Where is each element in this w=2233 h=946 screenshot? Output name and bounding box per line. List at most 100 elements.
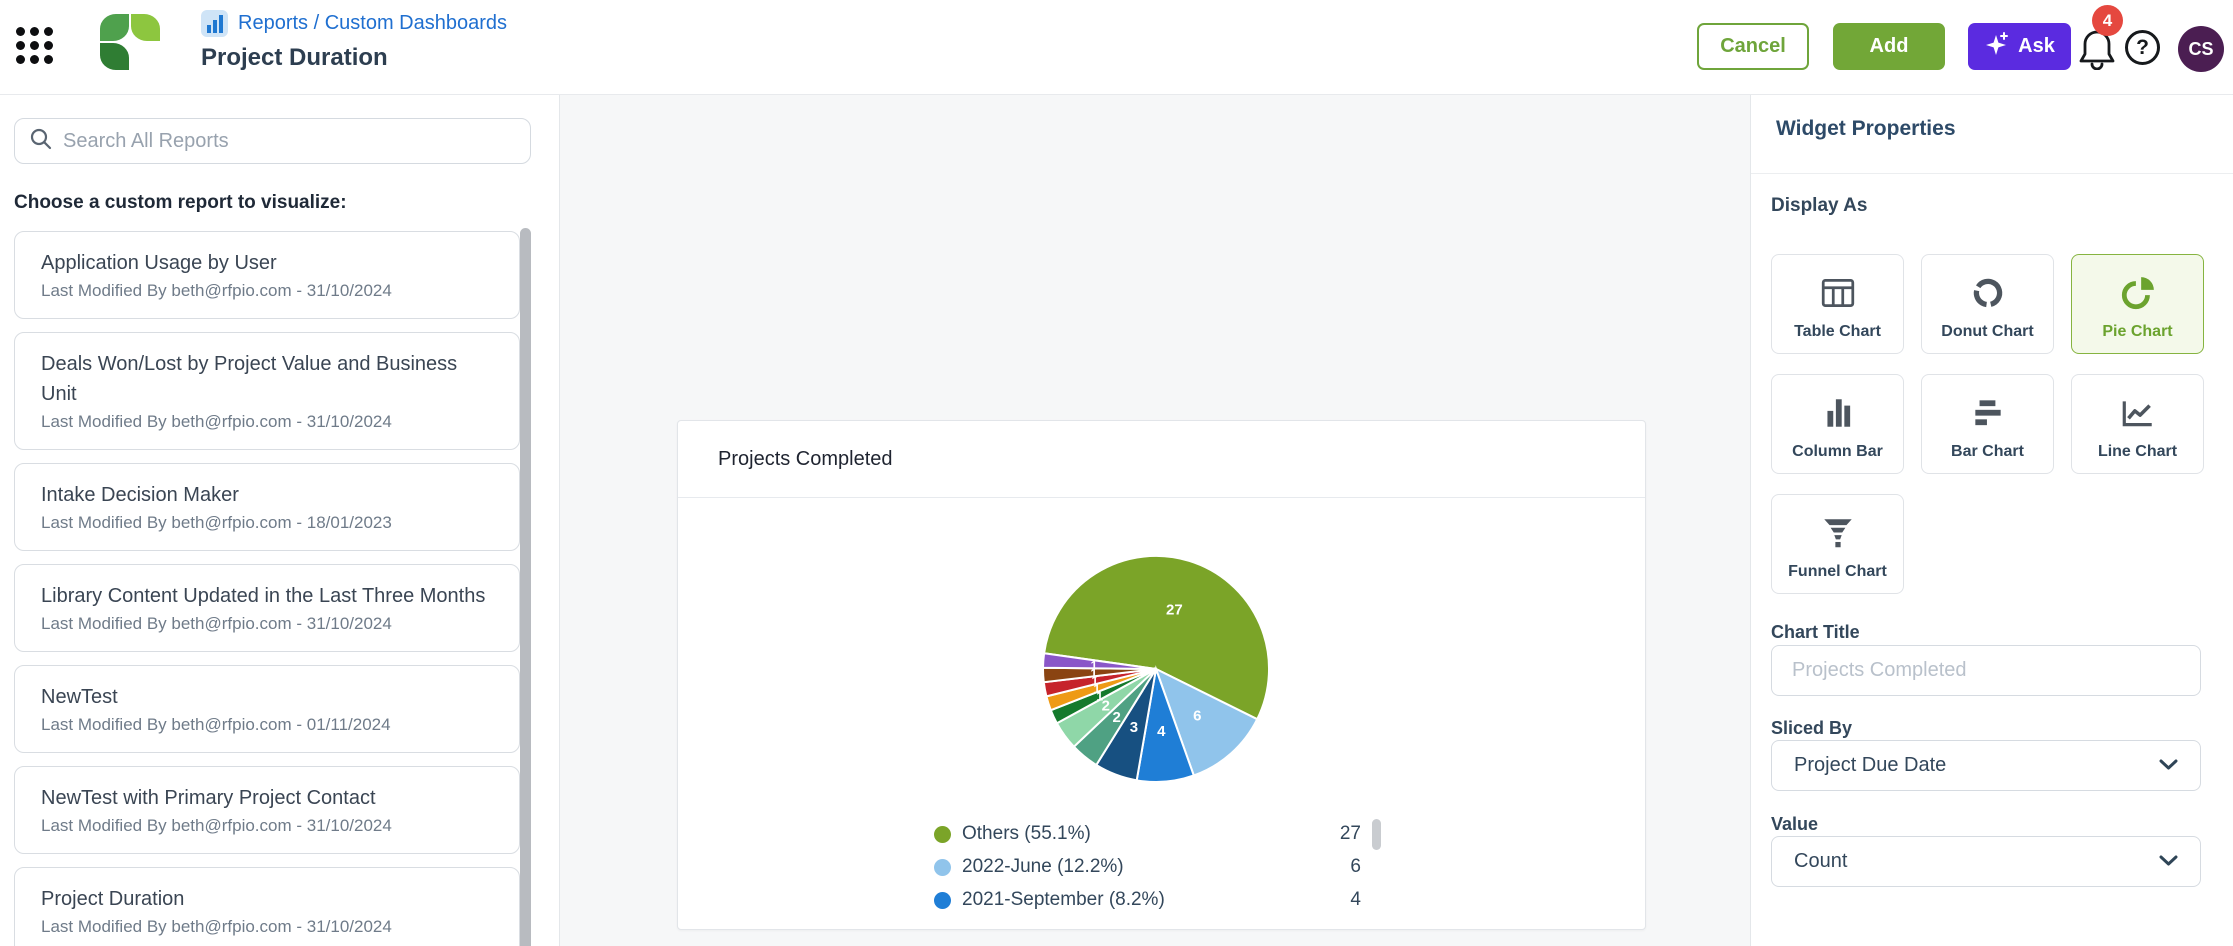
legend-value: 27 — [1339, 823, 1361, 844]
report-card[interactable]: Application Usage by User Last Modified … — [14, 231, 520, 319]
value-select[interactable]: Count — [1771, 836, 2201, 887]
report-modified: Last Modified By beth@rfpio.com - 31/10/… — [41, 917, 392, 936]
chart-type-label: Line Chart — [2097, 443, 2178, 460]
chart-widget-card: Projects Completed 27 6 4 3 2 2 1 1 1 1 1 Others (… — [677, 420, 1646, 930]
report-card[interactable]: Library Content Updated in the Last Thre… — [14, 564, 520, 652]
sliced-by-value: Project Due Date — [1794, 754, 1947, 776]
chart-type-label: Table Chart — [1794, 323, 1881, 340]
report-title: Intake Decision Maker — [41, 484, 239, 506]
cancel-button[interactable]: Cancel — [1697, 23, 1809, 70]
svg-text:1: 1 — [1091, 666, 1098, 680]
widget-properties-panel: Widget Properties Display As Table Chart — [1750, 95, 2233, 946]
report-modified: Last Modified By beth@rfpio.com - 31/10/… — [41, 614, 392, 633]
report-modified: Last Modified By beth@rfpio.com - 01/11/… — [41, 715, 391, 734]
chevron-down-icon — [2159, 850, 2178, 873]
add-button[interactable]: Add — [1833, 23, 1945, 70]
legend-dot — [934, 825, 951, 843]
display-as-label: Display As — [1771, 195, 1868, 216]
chart-type-pie[interactable]: Pie Chart — [2071, 254, 2204, 354]
line-chart-icon — [2119, 394, 2157, 437]
legend-dot — [934, 891, 951, 909]
chart-type-label: Column Bar — [1792, 443, 1883, 460]
chart-type-funnel[interactable]: Funnel Chart — [1771, 494, 1904, 594]
svg-text:1: 1 — [1093, 682, 1100, 696]
legend-item[interactable]: Others (55.1%) — [934, 819, 1374, 849]
value-label: Value — [1771, 814, 1819, 834]
search-box — [14, 118, 531, 164]
chart-type-label: Pie Chart — [2102, 323, 2173, 340]
legend-scrollbar-thumb[interactable] — [1372, 819, 1381, 850]
report-title: Library Content Updated in the Last Thre… — [41, 585, 486, 607]
report-modified: Last Modified By beth@rfpio.com - 31/10/… — [41, 816, 392, 835]
chart-title-label: Chart Title — [1771, 622, 1860, 642]
chart-card-title: Projects Completed — [678, 421, 1645, 498]
top-bar: Reports / Custom Dashboards Project Dura… — [0, 0, 2233, 95]
dashboard-canvas: Projects Completed 27 6 4 3 2 2 1 1 1 1 1 Others (… — [560, 95, 1750, 946]
svg-text:27: 27 — [1166, 602, 1183, 619]
help-icon[interactable]: ? — [2125, 30, 2160, 65]
svg-text:1: 1 — [1096, 689, 1103, 703]
report-card[interactable]: Deals Won/Lost by Project Value and Busi… — [14, 332, 520, 450]
report-title: Deals Won/Lost by Project Value and Busi… — [41, 353, 458, 405]
chart-title-input[interactable] — [1771, 645, 2201, 696]
donut-chart-icon — [1969, 274, 2007, 317]
chart-type-donut[interactable]: Donut Chart — [1921, 254, 2054, 354]
report-card[interactable]: NewTest with Primary Project Contact Las… — [14, 766, 520, 854]
brand-logo[interactable] — [100, 14, 162, 72]
legend-label: 2022-June (12.2%) — [962, 856, 1124, 877]
legend-value: 4 — [1350, 889, 1361, 910]
app-launcher-icon[interactable] — [16, 27, 58, 67]
ask-button-label: Ask — [2018, 35, 2055, 57]
legend-item[interactable]: 2022-June (12.2%) — [934, 852, 1374, 882]
svg-text:2: 2 — [1113, 709, 1121, 726]
column-bar-icon — [1819, 394, 1857, 437]
search-input[interactable] — [63, 129, 530, 153]
chart-type-line[interactable]: Line Chart — [2071, 374, 2204, 474]
ask-button[interactable]: Ask — [1968, 23, 2071, 70]
chart-type-column[interactable]: Column Bar — [1771, 374, 1904, 474]
bar-chart-icon — [1969, 394, 2007, 437]
search-icon — [29, 127, 53, 156]
report-card[interactable]: NewTest Last Modified By beth@rfpio.com … — [14, 665, 520, 753]
notification-badge: 4 — [2092, 5, 2123, 36]
breadcrumb: Reports / Custom Dashboards Project Dura… — [201, 10, 507, 72]
panel-divider — [1751, 173, 2233, 174]
report-modified: Last Modified By beth@rfpio.com - 31/10/… — [41, 412, 392, 431]
chart-type-label: Donut Chart — [1941, 323, 2034, 340]
svg-text:1: 1 — [1091, 658, 1098, 672]
chevron-down-icon — [2159, 754, 2178, 777]
chart-type-bar[interactable]: Bar Chart — [1921, 374, 2054, 474]
chart-type-table[interactable]: Table Chart — [1771, 254, 1904, 354]
sliced-by-label: Sliced By — [1771, 718, 1853, 738]
breadcrumb-link[interactable]: Reports / Custom Dashboards — [238, 12, 508, 34]
sidebar-scrollbar-thumb[interactable] — [520, 228, 531, 946]
report-modified: Last Modified By beth@rfpio.com - 18/01/… — [41, 513, 392, 532]
panel-title: Widget Properties — [1776, 117, 1956, 140]
report-title: NewTest with Primary Project Contact — [41, 787, 376, 809]
legend-dot — [934, 858, 951, 876]
chart-type-label: Bar Chart — [1951, 443, 2024, 460]
chart-type-label: Funnel Chart — [1788, 563, 1887, 580]
value-value: Count — [1794, 850, 1848, 872]
report-modified: Last Modified By beth@rfpio.com - 31/10/… — [41, 281, 392, 300]
funnel-chart-icon — [1819, 514, 1857, 557]
avatar[interactable]: CS — [2178, 26, 2224, 72]
report-card[interactable]: Intake Decision Maker Last Modified By b… — [14, 463, 520, 551]
svg-text:3: 3 — [1130, 719, 1138, 736]
sparkle-icon — [1984, 31, 2010, 63]
svg-text:6: 6 — [1193, 708, 1201, 725]
page-title: Project Duration — [201, 44, 388, 71]
sidebar-heading: Choose a custom report to visualize: — [14, 192, 347, 213]
reports-icon — [201, 10, 228, 37]
svg-text:2: 2 — [1102, 698, 1110, 715]
pie-chart-icon — [2119, 274, 2157, 317]
reports-sidebar: Choose a custom report to visualize: App… — [0, 95, 560, 946]
sliced-by-select[interactable]: Project Due Date — [1771, 740, 2201, 791]
legend-label: Others (55.1%) — [962, 823, 1091, 844]
report-title: NewTest — [41, 686, 118, 708]
report-card[interactable]: Project Duration Last Modified By beth@r… — [14, 867, 520, 946]
svg-text:4: 4 — [1157, 723, 1166, 740]
legend-item[interactable]: 2021-September (8.2%) — [934, 885, 1374, 915]
